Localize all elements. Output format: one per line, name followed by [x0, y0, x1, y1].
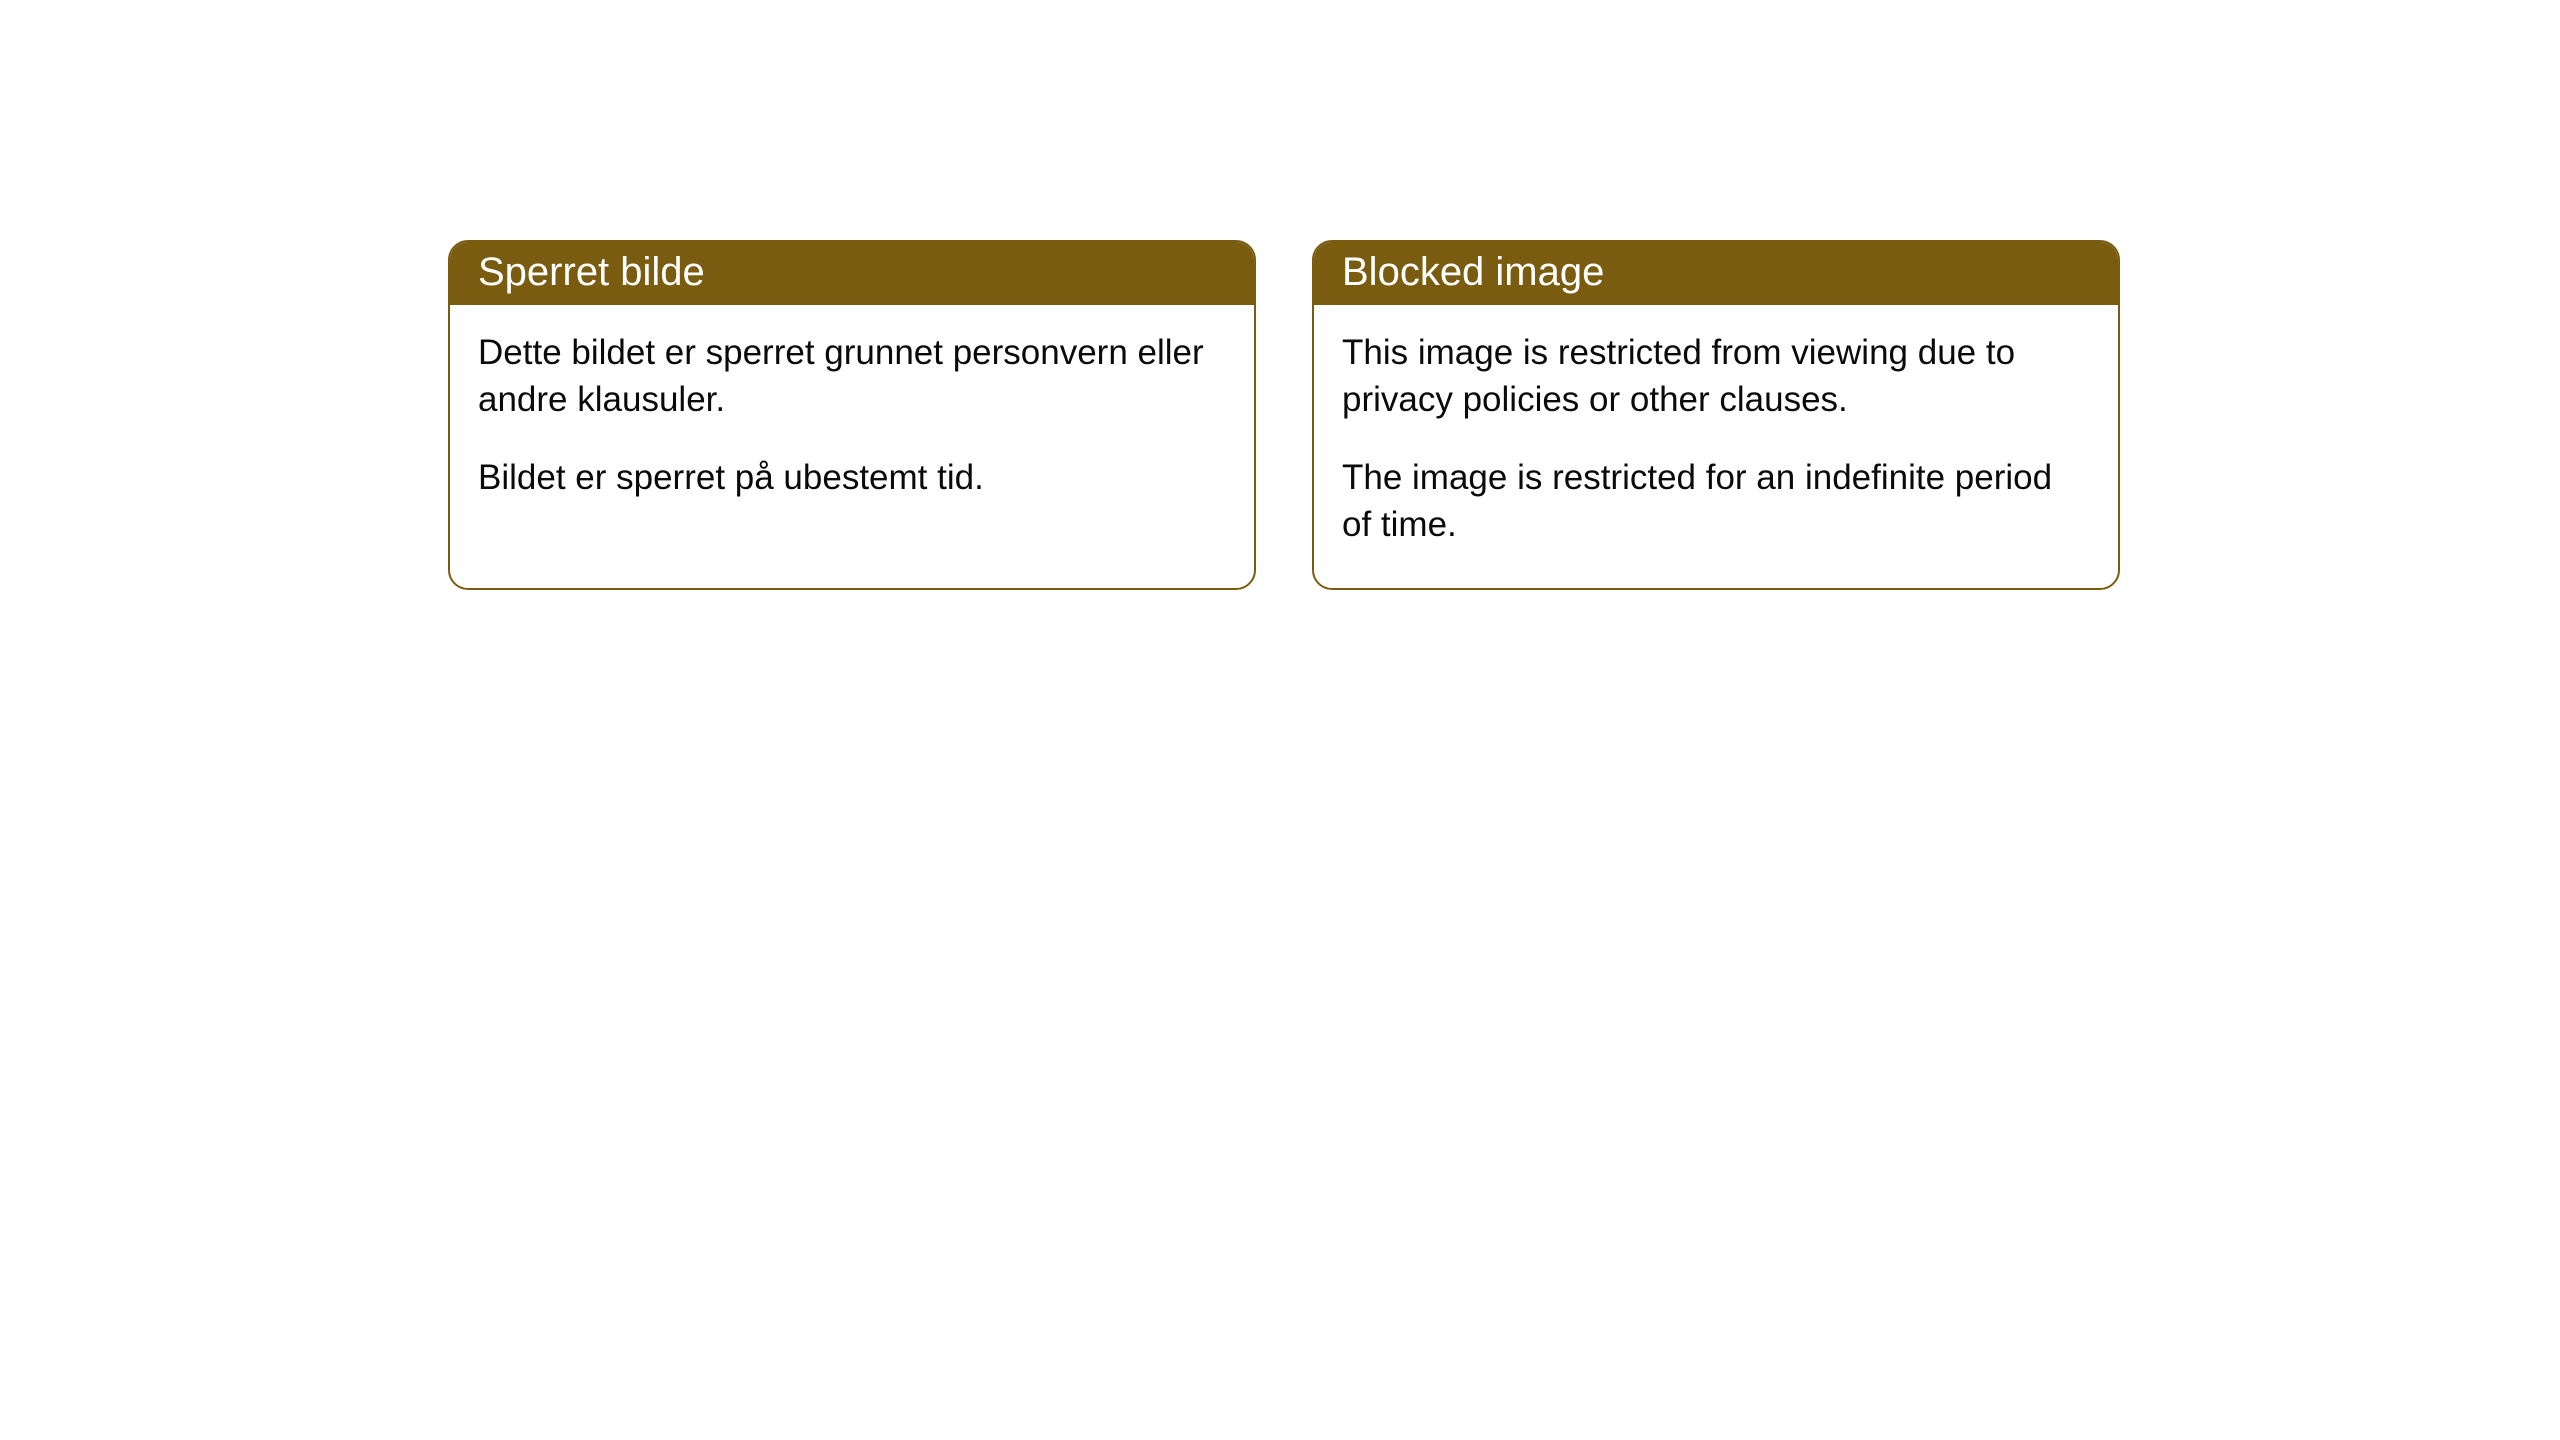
card-header-en: Blocked image [1314, 242, 2118, 305]
card-paragraph: Dette bildet er sperret grunnet personve… [478, 329, 1226, 424]
blocked-image-card-en: Blocked image This image is restricted f… [1312, 240, 2120, 590]
cards-container: Sperret bilde Dette bildet er sperret gr… [0, 0, 2560, 590]
card-body-en: This image is restricted from viewing du… [1314, 305, 2118, 588]
card-paragraph: This image is restricted from viewing du… [1342, 329, 2090, 424]
card-paragraph: Bildet er sperret på ubestemt tid. [478, 454, 1226, 501]
card-header-no: Sperret bilde [450, 242, 1254, 305]
blocked-image-card-no: Sperret bilde Dette bildet er sperret gr… [448, 240, 1256, 590]
card-paragraph: The image is restricted for an indefinit… [1342, 454, 2090, 549]
card-body-no: Dette bildet er sperret grunnet personve… [450, 305, 1254, 541]
